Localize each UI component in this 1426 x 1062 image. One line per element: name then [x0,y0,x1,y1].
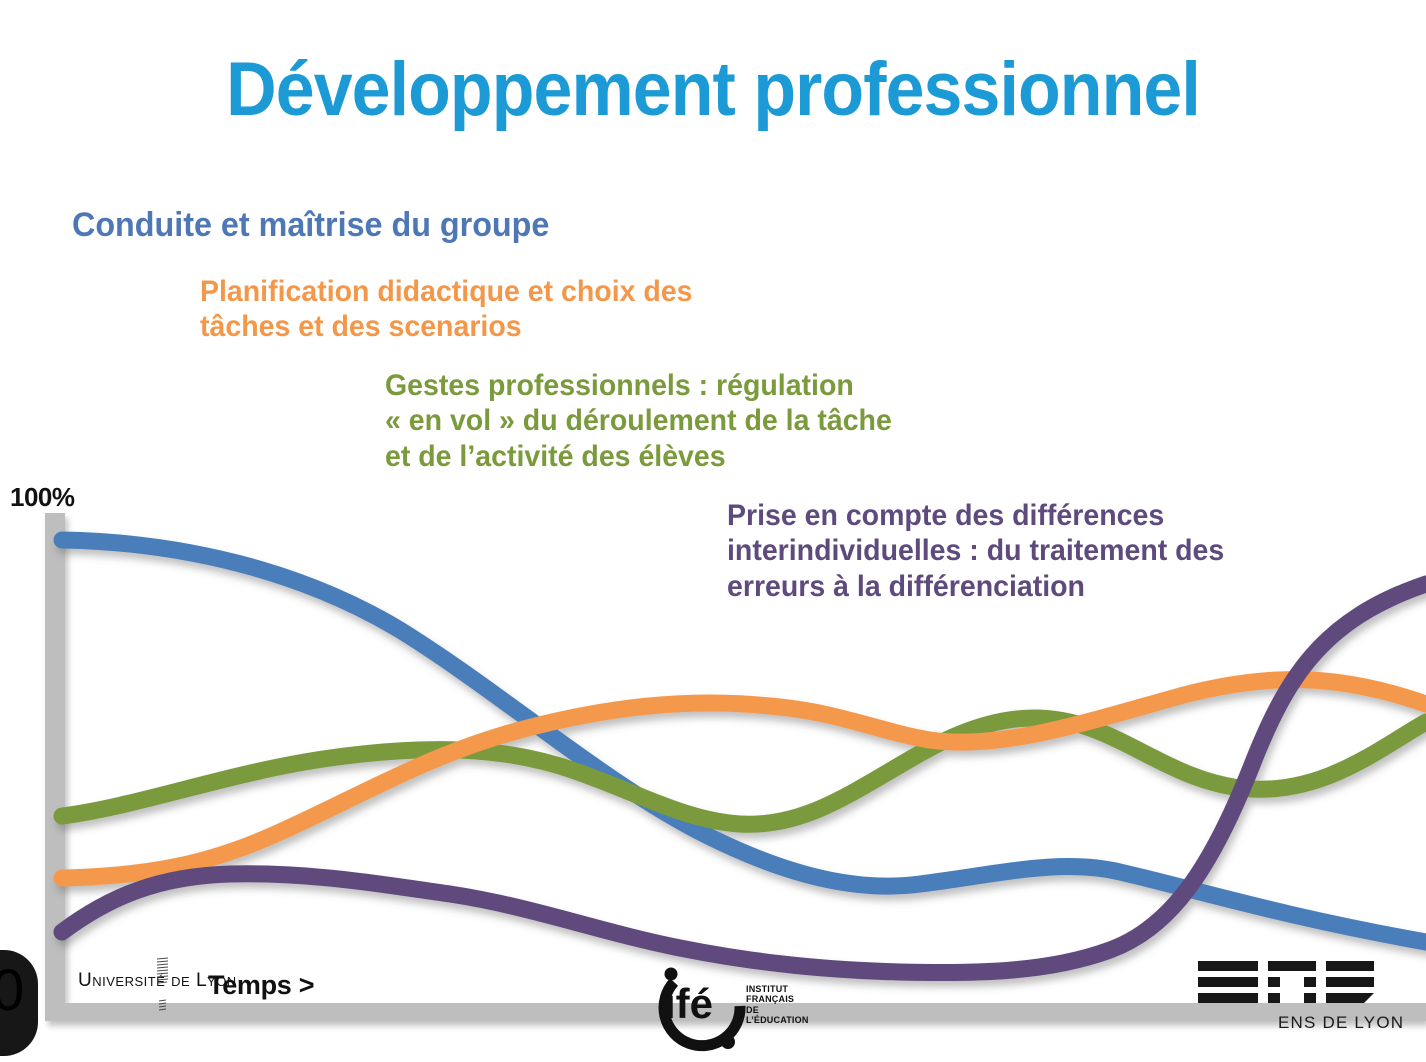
ife-subtitle: INSTITUT FRANÇAIS DE L’ÉDUCATION [746,984,809,1026]
ife-logo: ifé INSTITUT FRANÇAIS DE L’ÉDUCATION [654,962,808,1060]
y-axis-min-label: 0 [0,958,25,1023]
ife-mark-icon: ifé [658,967,746,1052]
universite-de-lyon-mark-icon [156,957,169,1011]
ens-de-lyon-logo: ENS DE LYON [1196,955,1403,1045]
x-axis-label: Temps > [208,970,315,1000]
ens-mark-icon [1198,961,1374,1003]
text-block-planification: Planification didactique et choix des tâ… [200,275,693,344]
series-line-planification [53,671,1426,887]
y-axis-bar [45,513,65,1021]
line-chart: 100% 0 Temps > [0,480,1426,1062]
text-block-prise: Prise en compte des différences interind… [727,499,1225,603]
y-axis-max-label: 100% [10,482,75,512]
series-line-conduite [53,531,1426,951]
series-line-gestes [53,709,1426,833]
y-axis-min-backdrop [0,950,38,1056]
universite-de-lyon-logo: Université de Lyon [78,957,237,1011]
ens-de-lyon-caption: ENS DE LYON [1278,1013,1405,1032]
page-title: Développement professionnel [226,47,1201,132]
text-block-conduite: Conduite et maîtrise du groupe [72,206,550,244]
text-block-gestes: Gestes professionnels : régulation « en … [385,369,892,473]
chart-svg [45,513,1426,1021]
series-line-prise [53,575,1426,982]
svg-text:ifé: ifé [664,980,713,1027]
